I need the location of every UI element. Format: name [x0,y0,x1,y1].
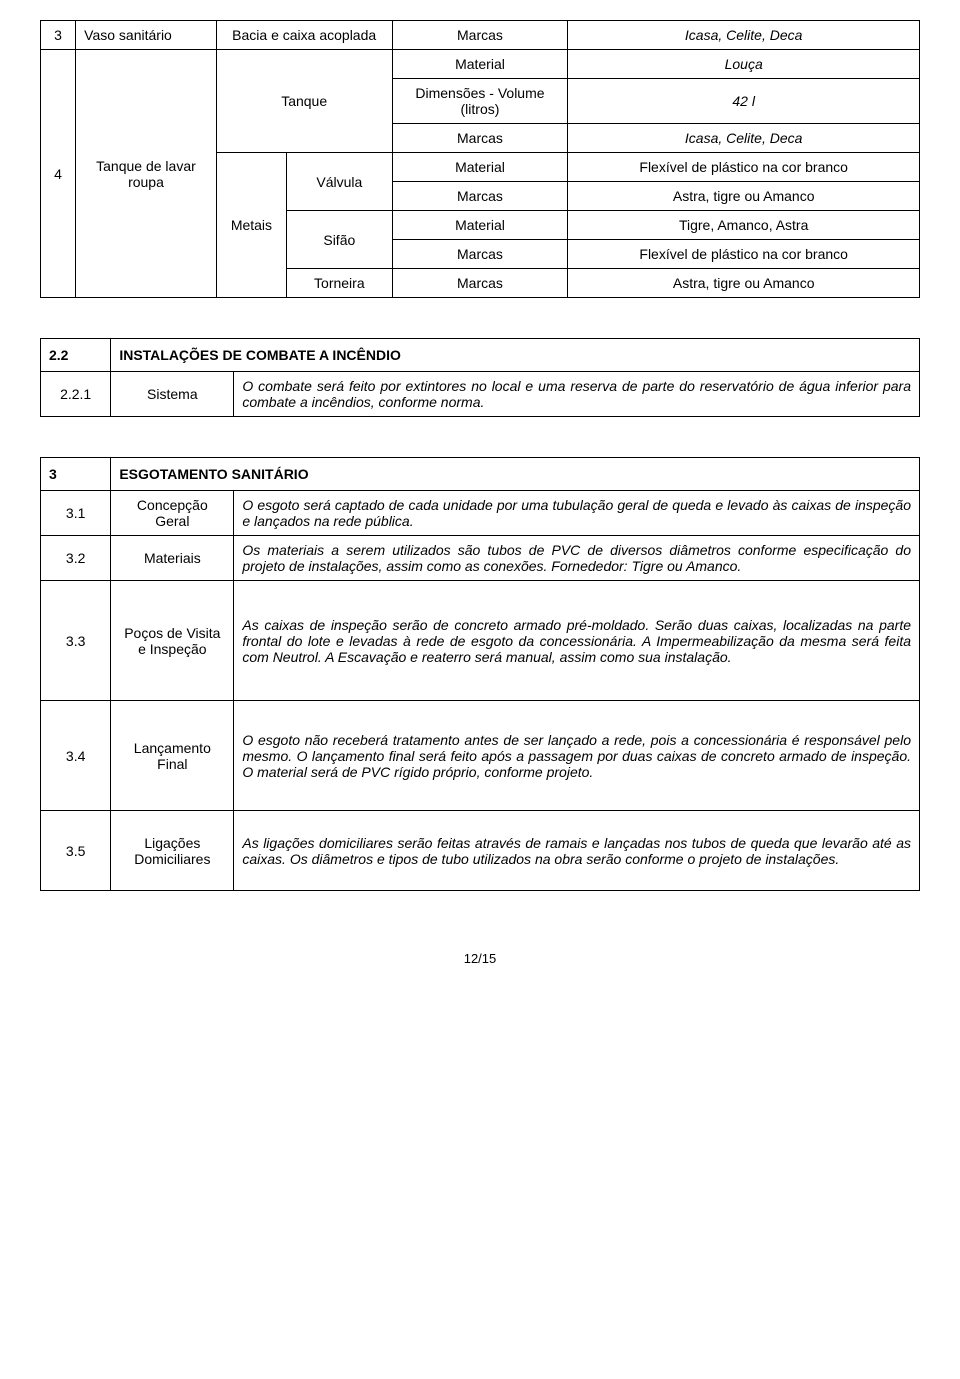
cell-attr: Marcas [392,240,568,269]
table-equipment: 3 Vaso sanitário Bacia e caixa acoplada … [40,20,920,298]
table-row: 3.4 Lançamento Final O esgoto não recebe… [41,701,920,811]
cell-label: Concepção Geral [111,491,234,536]
cell-attr: Marcas [392,21,568,50]
header-num: 3 [41,458,111,491]
cell-label: Materiais [111,536,234,581]
cell-desc: Os materiais a serem utilizados são tubo… [234,536,920,581]
cell-val: Astra, tigre ou Amanco [568,269,920,298]
cell-val: Flexível de plástico na cor branco [568,153,920,182]
cell-val: Icasa, Celite, Deca [568,124,920,153]
cell-tanque: Tanque [216,50,392,153]
cell-label: Poços de Visita e Inspeção [111,581,234,701]
cell-label: Ligações Domiciliares [111,811,234,891]
cell-num: 3.2 [41,536,111,581]
cell-attr: Marcas [392,269,568,298]
cell-attr: Dimensões - Volume (litros) [392,79,568,124]
cell-item: Tanque de lavar roupa [76,50,217,298]
cell-label: Sistema [111,372,234,417]
cell-torneira: Torneira [287,269,392,298]
cell-desc: As caixas de inspeção serão de concreto … [234,581,920,701]
cell-val: Icasa, Celite, Deca [568,21,920,50]
cell-metais: Metais [216,153,286,298]
cell-num: 3.4 [41,701,111,811]
table-header-row: 3 ESGOTAMENTO SANITÁRIO [41,458,920,491]
cell-sifao: Sifão [287,211,392,269]
table-section-3: 3 ESGOTAMENTO SANITÁRIO 3.1 Concepção Ge… [40,457,920,891]
cell-val: 42 l [568,79,920,124]
table-row: 3 Vaso sanitário Bacia e caixa acoplada … [41,21,920,50]
cell-num: 3.5 [41,811,111,891]
cell-attr: Material [392,50,568,79]
table-row: 4 Tanque de lavar roupa Tanque Material … [41,50,920,79]
table-row: 3.1 Concepção Geral O esgoto será captad… [41,491,920,536]
cell-num: 2.2.1 [41,372,111,417]
cell-attr: Marcas [392,124,568,153]
cell-num: 3.3 [41,581,111,701]
table-section-22: 2.2 INSTALAÇÕES DE COMBATE A INCÊNDIO 2.… [40,338,920,417]
table-row: 3.5 Ligações Domiciliares As ligações do… [41,811,920,891]
cell-desc: O combate será feito por extintores no l… [234,372,920,417]
cell-valvula: Válvula [287,153,392,211]
cell-attr: Marcas [392,182,568,211]
table-row: 3.2 Materiais Os materiais a serem utili… [41,536,920,581]
table-row: 3.3 Poços de Visita e Inspeção As caixas… [41,581,920,701]
cell-val: Louça [568,50,920,79]
table-header-row: 2.2 INSTALAÇÕES DE COMBATE A INCÊNDIO [41,339,920,372]
header-title: INSTALAÇÕES DE COMBATE A INCÊNDIO [111,339,920,372]
cell-desc: O esgoto não receberá tratamento antes d… [234,701,920,811]
cell-val: Astra, tigre ou Amanco [568,182,920,211]
cell-attr: Material [392,153,568,182]
table-row: 2.2.1 Sistema O combate será feito por e… [41,372,920,417]
cell-val: Flexível de plástico na cor branco [568,240,920,269]
cell-num: 3 [41,21,76,50]
cell-item: Vaso sanitário [76,21,217,50]
cell-component: Bacia e caixa acoplada [216,21,392,50]
cell-attr: Material [392,211,568,240]
cell-num: 4 [41,50,76,298]
cell-desc: As ligações domiciliares serão feitas at… [234,811,920,891]
cell-num: 3.1 [41,491,111,536]
header-num: 2.2 [41,339,111,372]
cell-val: Tigre, Amanco, Astra [568,211,920,240]
page-number: 12/15 [40,951,920,966]
header-title: ESGOTAMENTO SANITÁRIO [111,458,920,491]
cell-desc: O esgoto será captado de cada unidade po… [234,491,920,536]
cell-label: Lançamento Final [111,701,234,811]
